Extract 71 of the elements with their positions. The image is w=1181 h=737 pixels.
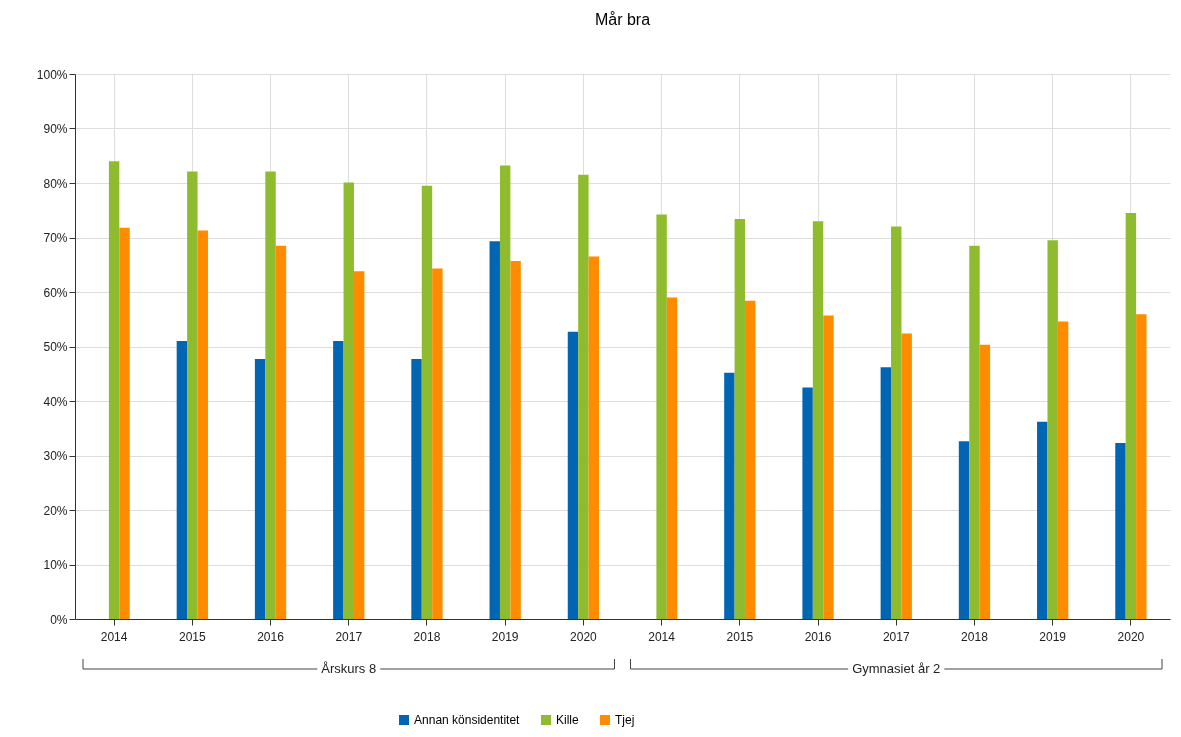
legend-label: Kille [556,713,580,727]
x-tick-label: 2016 [257,629,285,644]
bar [901,333,912,619]
x-tick-label: 2015 [178,629,206,644]
bar [187,171,198,619]
bar [254,359,266,619]
y-tick-label: 20% [43,503,68,518]
bar [275,245,287,619]
bar [108,161,120,619]
bar [588,256,600,619]
bar [666,297,678,619]
bar [724,372,735,619]
bar [1125,212,1137,619]
bar [823,315,834,619]
bar [880,367,892,619]
bar [734,218,746,619]
x-tick-label: 2016 [804,629,832,644]
bar [176,341,188,619]
bar [812,221,824,619]
y-tick-label: 10% [43,558,68,572]
text: Gymnasiet år 2 [852,661,941,676]
x-tick-label: 2019 [1039,629,1067,644]
text: Årskurs 8 [321,661,377,676]
x-tick-label: 2020 [1117,629,1145,644]
bar [656,214,667,619]
x-tick-label: 2018 [413,629,441,644]
bar [333,341,344,619]
bar [567,331,579,619]
x-tick-label: 2020 [570,629,598,644]
bar [1047,240,1058,619]
y-tick-label: 80% [43,176,68,191]
bar [1136,314,1147,619]
bar [119,227,130,619]
bar [1037,421,1048,619]
x-tick-label: 2015 [726,629,754,644]
y-tick-label: 100% [36,67,68,82]
bar [958,441,970,619]
bar [197,230,208,619]
y-tick-label: 0% [50,612,68,627]
bar [510,260,521,619]
x-tick-label: 2014 [648,629,676,644]
bar [1115,442,1126,619]
bar [891,226,902,619]
bar [969,245,980,619]
y-tick-label: 70% [43,231,68,245]
bar [979,344,991,619]
x-tick-label: 2017 [335,629,363,644]
y-tick-label: 30% [43,449,68,463]
bar [499,165,511,619]
bar [802,387,813,619]
bar [265,171,276,619]
bar [343,182,354,619]
bar [432,268,443,619]
legend-label: Tjej [615,713,635,727]
chart-title: Mår bra [594,11,651,28]
y-tick-label: 60% [43,285,68,300]
bar [745,300,756,619]
y-tick-label: 50% [43,340,68,354]
y-tick-label: 40% [43,394,68,409]
bar [578,174,589,619]
legend-label: Annan könsidentitet [414,713,521,727]
bar [411,359,422,619]
bar [353,271,365,619]
y-tick-label: 90% [43,122,68,136]
x-tick-label: 2019 [491,629,519,644]
bar [489,241,500,619]
x-tick-label: 2014 [100,629,128,644]
bar [1057,321,1069,619]
bar [421,185,433,619]
x-tick-label: 2018 [961,629,989,644]
x-tick-label: 2017 [882,629,910,644]
